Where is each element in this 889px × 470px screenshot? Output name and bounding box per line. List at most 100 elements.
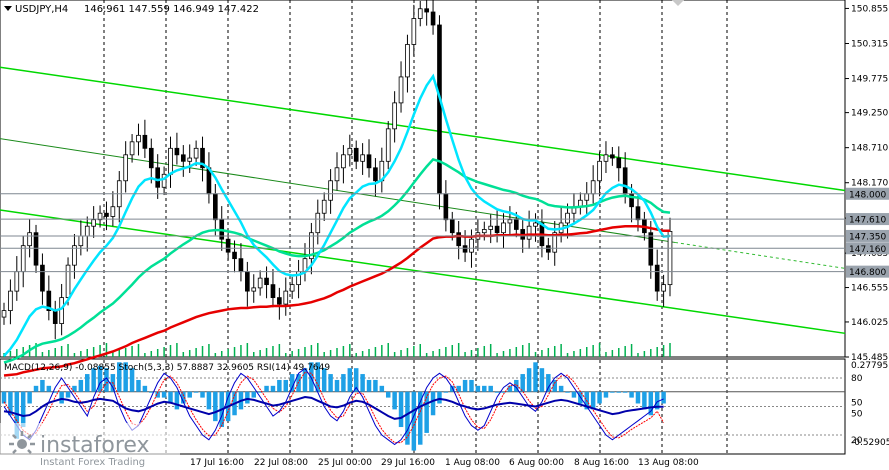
- candle-body-38: [245, 271, 250, 292]
- candle-body-67: [430, 11, 436, 26]
- macd-hist-bar-25: [161, 391, 167, 398]
- candle-body-58: [373, 167, 378, 182]
- osc-level-label-3: 20: [851, 436, 863, 446]
- candle-body-70: [449, 219, 455, 234]
- candle-body-15: [97, 212, 103, 221]
- price-tag-bg-3: [846, 242, 889, 255]
- macd-hist-bar-63: [405, 391, 410, 445]
- macd-hist-bar-73: [469, 379, 474, 392]
- candle-body-27: [174, 147, 180, 156]
- macd-hist-bar-12: [78, 379, 84, 392]
- dropdown-triangle-icon[interactable]: [4, 6, 12, 11]
- candle-body-3: [20, 245, 26, 273]
- macd-hist-bar-27: [174, 391, 180, 410]
- macd-hist-bar-95: [610, 391, 615, 393]
- macd-hist-bar-40: [257, 391, 263, 393]
- time-tick-label-2: 25 Jul 00:00: [318, 458, 372, 468]
- macd-hist-bar-100: [642, 391, 647, 410]
- price-tag-label-1: 147.610: [849, 216, 886, 226]
- candle-body-86: [552, 232, 558, 253]
- macd-hist-bar-74: [475, 385, 481, 392]
- price-tag-label-3: 147.160: [849, 245, 886, 255]
- macd-hist-bar-64: [411, 391, 417, 451]
- candle-body-79: [507, 219, 513, 224]
- macd-hist-bar-68: [437, 391, 442, 404]
- macd-hist-bar-77: [494, 391, 500, 393]
- candle-body-85: [546, 245, 551, 253]
- candle-body-19: [123, 154, 128, 182]
- candle-body-97: [622, 167, 628, 195]
- candle-body-50: [321, 199, 327, 214]
- macd-hist-bar-18: [117, 362, 122, 392]
- candle-body-49: [315, 212, 321, 234]
- osc-level-label-1: 50: [851, 399, 863, 409]
- macd-hist-bar-94: [603, 391, 609, 398]
- macd-hist-bar-10: [65, 391, 71, 398]
- macd-hist-bar-41: [264, 385, 269, 392]
- macd-hist-bar-79: [507, 385, 513, 392]
- volume-bars: [3, 343, 671, 357]
- candle-body-0: [1, 310, 7, 318]
- candle-body-93: [597, 160, 602, 182]
- candle-body-92: [590, 180, 596, 195]
- macd-hist-bar-84: [539, 368, 545, 392]
- candle-body-68: [437, 24, 442, 195]
- macd-hist-bar-62: [398, 391, 404, 428]
- candle-body-96: [616, 157, 622, 169]
- macd-hist-bar-57: [366, 379, 372, 392]
- macd-hist-bar-70: [450, 385, 455, 392]
- macd-hist-bar-103: [661, 391, 666, 404]
- candle-body-104: [667, 231, 673, 286]
- macd-hist-bar-83: [533, 362, 538, 392]
- macd-hist-bar-31: [200, 391, 205, 398]
- macd-hist-bar-32: [206, 391, 212, 410]
- price-tick-label-6: 148.710: [851, 144, 888, 154]
- price-tag-bg-1: [846, 213, 889, 226]
- macd-hist-bar-28: [181, 391, 186, 404]
- ohlc-values: 146.961 147.559 146.949 147.422: [84, 4, 259, 15]
- macd-hist-bar-101: [648, 391, 654, 416]
- candle-body-6: [40, 264, 45, 292]
- candle-body-54: [347, 147, 353, 156]
- price-tag-bg-2: [846, 229, 889, 242]
- candle-body-29: [187, 157, 193, 162]
- candle-body-39: [251, 287, 257, 292]
- candle-body-51: [328, 180, 333, 201]
- candle-body-56: [360, 154, 365, 162]
- candle-body-53: [341, 154, 346, 169]
- time-tick-label-0: 17 Jul 16:00: [190, 458, 244, 468]
- candle-body-25: [161, 173, 167, 188]
- price-tick-label-5: 148.170: [851, 179, 888, 189]
- macd-hist-bar-24: [155, 391, 160, 398]
- macd-hist-bar-97: [622, 391, 628, 393]
- macd-hist-bar-45: [289, 374, 295, 392]
- instaforex-logo: instaforex Instant Forex Trading: [0, 423, 180, 470]
- candle-body-26: [168, 147, 173, 175]
- candle-body-80: [513, 219, 519, 230]
- candle-body-5: [33, 232, 39, 266]
- macd-hist-bar-1: [8, 391, 13, 416]
- ema-short-line: [3, 73, 671, 357]
- candle-body-10: [65, 264, 71, 299]
- macd-hist-bar-42: [270, 385, 276, 392]
- candle-body-101: [648, 232, 654, 266]
- macd-hist-bar-6: [40, 379, 45, 392]
- shift-marker-icon[interactable]: [672, 0, 684, 6]
- macd-hist-bar-88: [565, 391, 570, 393]
- time-tick-label-5: 6 Aug 00:00: [509, 458, 564, 468]
- candle-body-57: [366, 154, 372, 169]
- logo-brand-text: instaforex: [40, 433, 150, 458]
- candle-body-42: [270, 284, 276, 299]
- candle-body-83: [533, 222, 538, 227]
- macd-hist-bar-4: [27, 391, 32, 404]
- price-tick-label-8: 149.775: [851, 75, 888, 85]
- osc-level-label-0: 80: [851, 374, 863, 384]
- candle-body-23: [148, 147, 154, 169]
- candle-body-13: [84, 225, 90, 237]
- chart-header: USDJPY,H4 146.961 147.559 146.949 147.42…: [4, 4, 259, 15]
- macd-hist-bar-92: [590, 391, 596, 410]
- candle-body-20: [129, 141, 135, 156]
- macd-hist-bar-82: [526, 368, 532, 392]
- candle-body-73: [469, 238, 474, 253]
